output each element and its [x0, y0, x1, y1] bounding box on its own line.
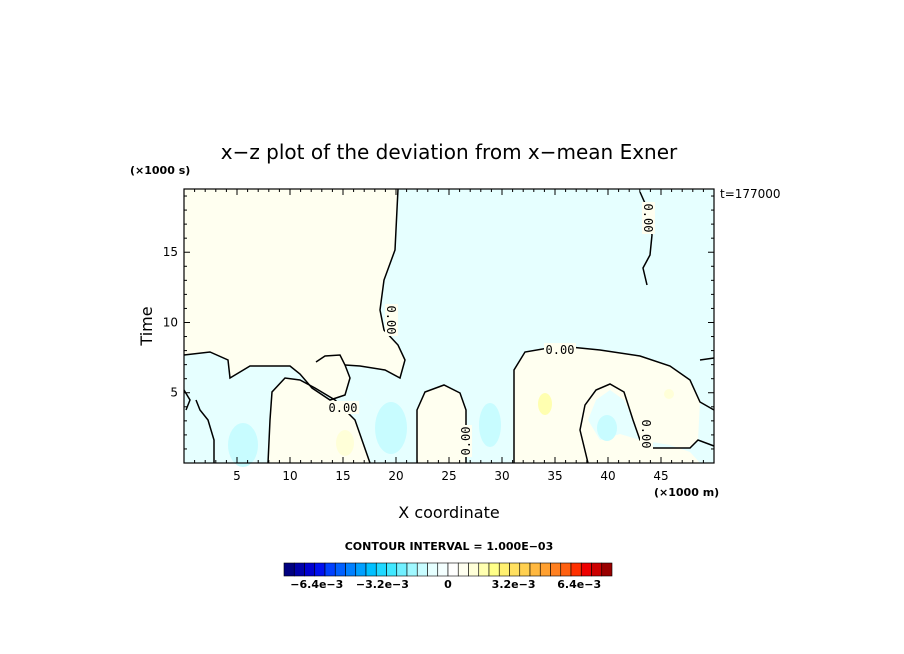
colorbar-cell	[334, 562, 346, 577]
x-tick-label: 35	[547, 469, 562, 483]
contour-interval: CONTOUR INTERVAL = 1.000E−03	[345, 540, 554, 553]
y-axis-label: Time	[137, 306, 156, 346]
negative-region-right	[588, 390, 714, 463]
zero-contour	[344, 188, 406, 380]
colorbar-cell	[447, 562, 459, 577]
negative-cell	[375, 402, 407, 454]
x-tick-label: 45	[653, 469, 668, 483]
colorbar-tick-label: −6.4e−3	[290, 578, 343, 591]
zero-contour	[513, 345, 715, 463]
colorbar-cell	[355, 562, 367, 577]
colorbar-cell	[601, 562, 613, 577]
x-axis-label: X coordinate	[398, 503, 499, 522]
colorbar-cell	[304, 562, 316, 577]
chart-title: x−z plot of the deviation from x−mean Ex…	[221, 140, 678, 164]
colorbar-cell	[365, 562, 377, 577]
contour-label: 0.00	[459, 427, 473, 456]
colorbar-cell	[375, 562, 387, 577]
zero-contour	[416, 384, 467, 463]
zero-contour	[579, 383, 715, 464]
colorbar-cell	[406, 562, 418, 577]
colorbar-cell	[468, 562, 480, 577]
colorbar-cell	[498, 562, 510, 577]
colorbar-cell	[396, 562, 408, 577]
negative-cell	[228, 423, 258, 467]
colorbar-cell	[509, 562, 521, 577]
zero-contour	[183, 389, 191, 411]
x-tick-label: 20	[388, 469, 403, 483]
y-axis-unit: (×1000 s)	[130, 164, 190, 177]
contour-label: 0.00	[639, 420, 653, 449]
zero-contour	[699, 357, 715, 361]
negative-region-edge	[694, 358, 714, 402]
y-tick-label: 10	[163, 315, 178, 329]
colorbar-cell	[283, 562, 295, 577]
x-tick-label: 30	[494, 469, 509, 483]
positive-cell	[336, 430, 354, 456]
colorbar-cell	[570, 562, 582, 577]
y-tick-label: 5	[170, 386, 178, 400]
x-tick-label: 10	[282, 469, 297, 483]
colorbar-cell	[488, 562, 500, 577]
colorbar-cell	[416, 562, 428, 577]
contour-label: 0.00	[384, 306, 398, 335]
colorbar-cell	[345, 562, 357, 577]
x-tick-label: 25	[441, 469, 456, 483]
colorbar-tick-label: 0	[444, 578, 452, 591]
y-tick-label: 15	[163, 245, 178, 259]
positive-cell	[538, 393, 552, 415]
contour-label: 0.00	[329, 401, 358, 415]
colorbar-cell	[457, 562, 469, 577]
zero-contour	[195, 399, 215, 463]
plot-area: 0.00 0.00 0.00 0.00 0.00 0.00	[183, 188, 715, 467]
colorbar-tick-label: −3.2e−3	[356, 578, 409, 591]
colorbar-cell	[580, 562, 592, 577]
zero-contour	[183, 351, 351, 401]
contour-label-bg	[385, 304, 398, 336]
colorbar-cell	[437, 562, 449, 577]
colorbar-cell	[427, 562, 439, 577]
timestamp-label: t=177000	[720, 187, 781, 201]
contour-label: 0.00	[641, 204, 655, 233]
colorbar-cell	[539, 562, 551, 577]
colorbar-cell	[550, 562, 562, 577]
colorbar-cell	[314, 562, 326, 577]
colorbar-cell	[560, 562, 572, 577]
colorbar-cell	[478, 562, 490, 577]
positive-cell	[664, 389, 674, 399]
contour-label-bg	[544, 343, 576, 356]
negative-cell	[597, 415, 617, 441]
x-tick-label: 40	[600, 469, 615, 483]
colorbar	[283, 562, 613, 577]
colorbar-cell	[529, 562, 541, 577]
colorbar-cell	[324, 562, 336, 577]
x-tick-label: 15	[335, 469, 350, 483]
negative-cell	[479, 403, 501, 447]
negative-region-upper	[345, 189, 714, 463]
colorbar-tick-label: 3.2e−3	[492, 578, 536, 591]
x-axis-unit: (×1000 m)	[654, 486, 719, 499]
x-tick-label: 5	[233, 469, 241, 483]
colorbar-cell	[519, 562, 531, 577]
colorbar-tick-label: 6.4e−3	[557, 578, 601, 591]
colorbar-cell	[591, 562, 603, 577]
contour-label-bg	[327, 401, 359, 414]
contour-label-bg	[459, 425, 472, 457]
colorbar-cell	[386, 562, 398, 577]
contour-label: 0.00	[546, 343, 575, 357]
colorbar-cell	[293, 562, 305, 577]
contour-label-bg	[640, 418, 653, 450]
contour-label-bg	[642, 202, 655, 234]
